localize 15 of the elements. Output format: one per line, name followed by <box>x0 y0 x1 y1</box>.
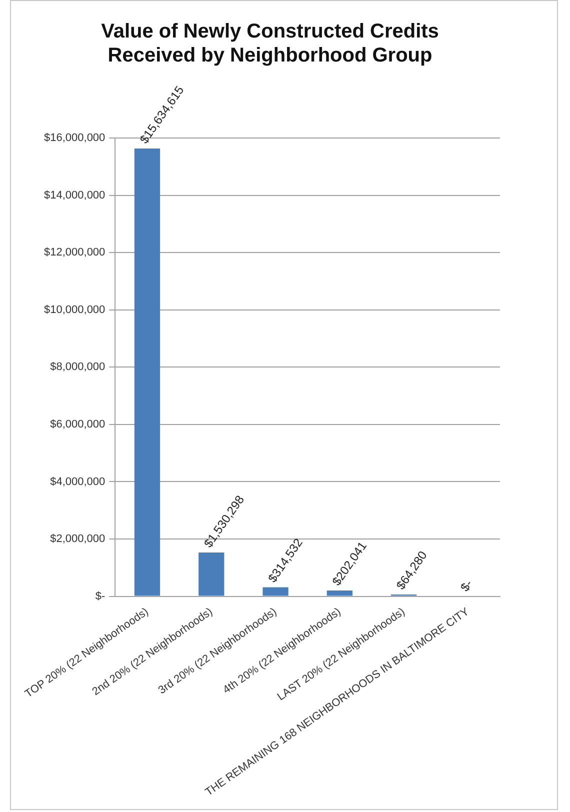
bar <box>326 590 352 596</box>
y-tick-label: $10,000,000 <box>44 304 106 316</box>
y-tick-label: $14,000,000 <box>44 189 106 202</box>
chart-title: Value of Newly Constructed Credits Received by Neighborhood Group <box>101 20 439 67</box>
y-tick-label: $8,000,000 <box>50 361 106 374</box>
bar <box>134 148 160 596</box>
y-tick-label: $16,000,000 <box>44 132 106 144</box>
bar <box>198 552 224 596</box>
data-label: $- <box>458 577 476 594</box>
y-tick-label: $2,000,000 <box>50 533 106 546</box>
y-tick-label: $4,000,000 <box>50 476 106 488</box>
y-tick-label: $12,000,000 <box>44 246 106 259</box>
bar <box>262 587 288 596</box>
y-tick-label: $- <box>95 590 106 602</box>
y-tick-label: $6,000,000 <box>50 418 106 430</box>
